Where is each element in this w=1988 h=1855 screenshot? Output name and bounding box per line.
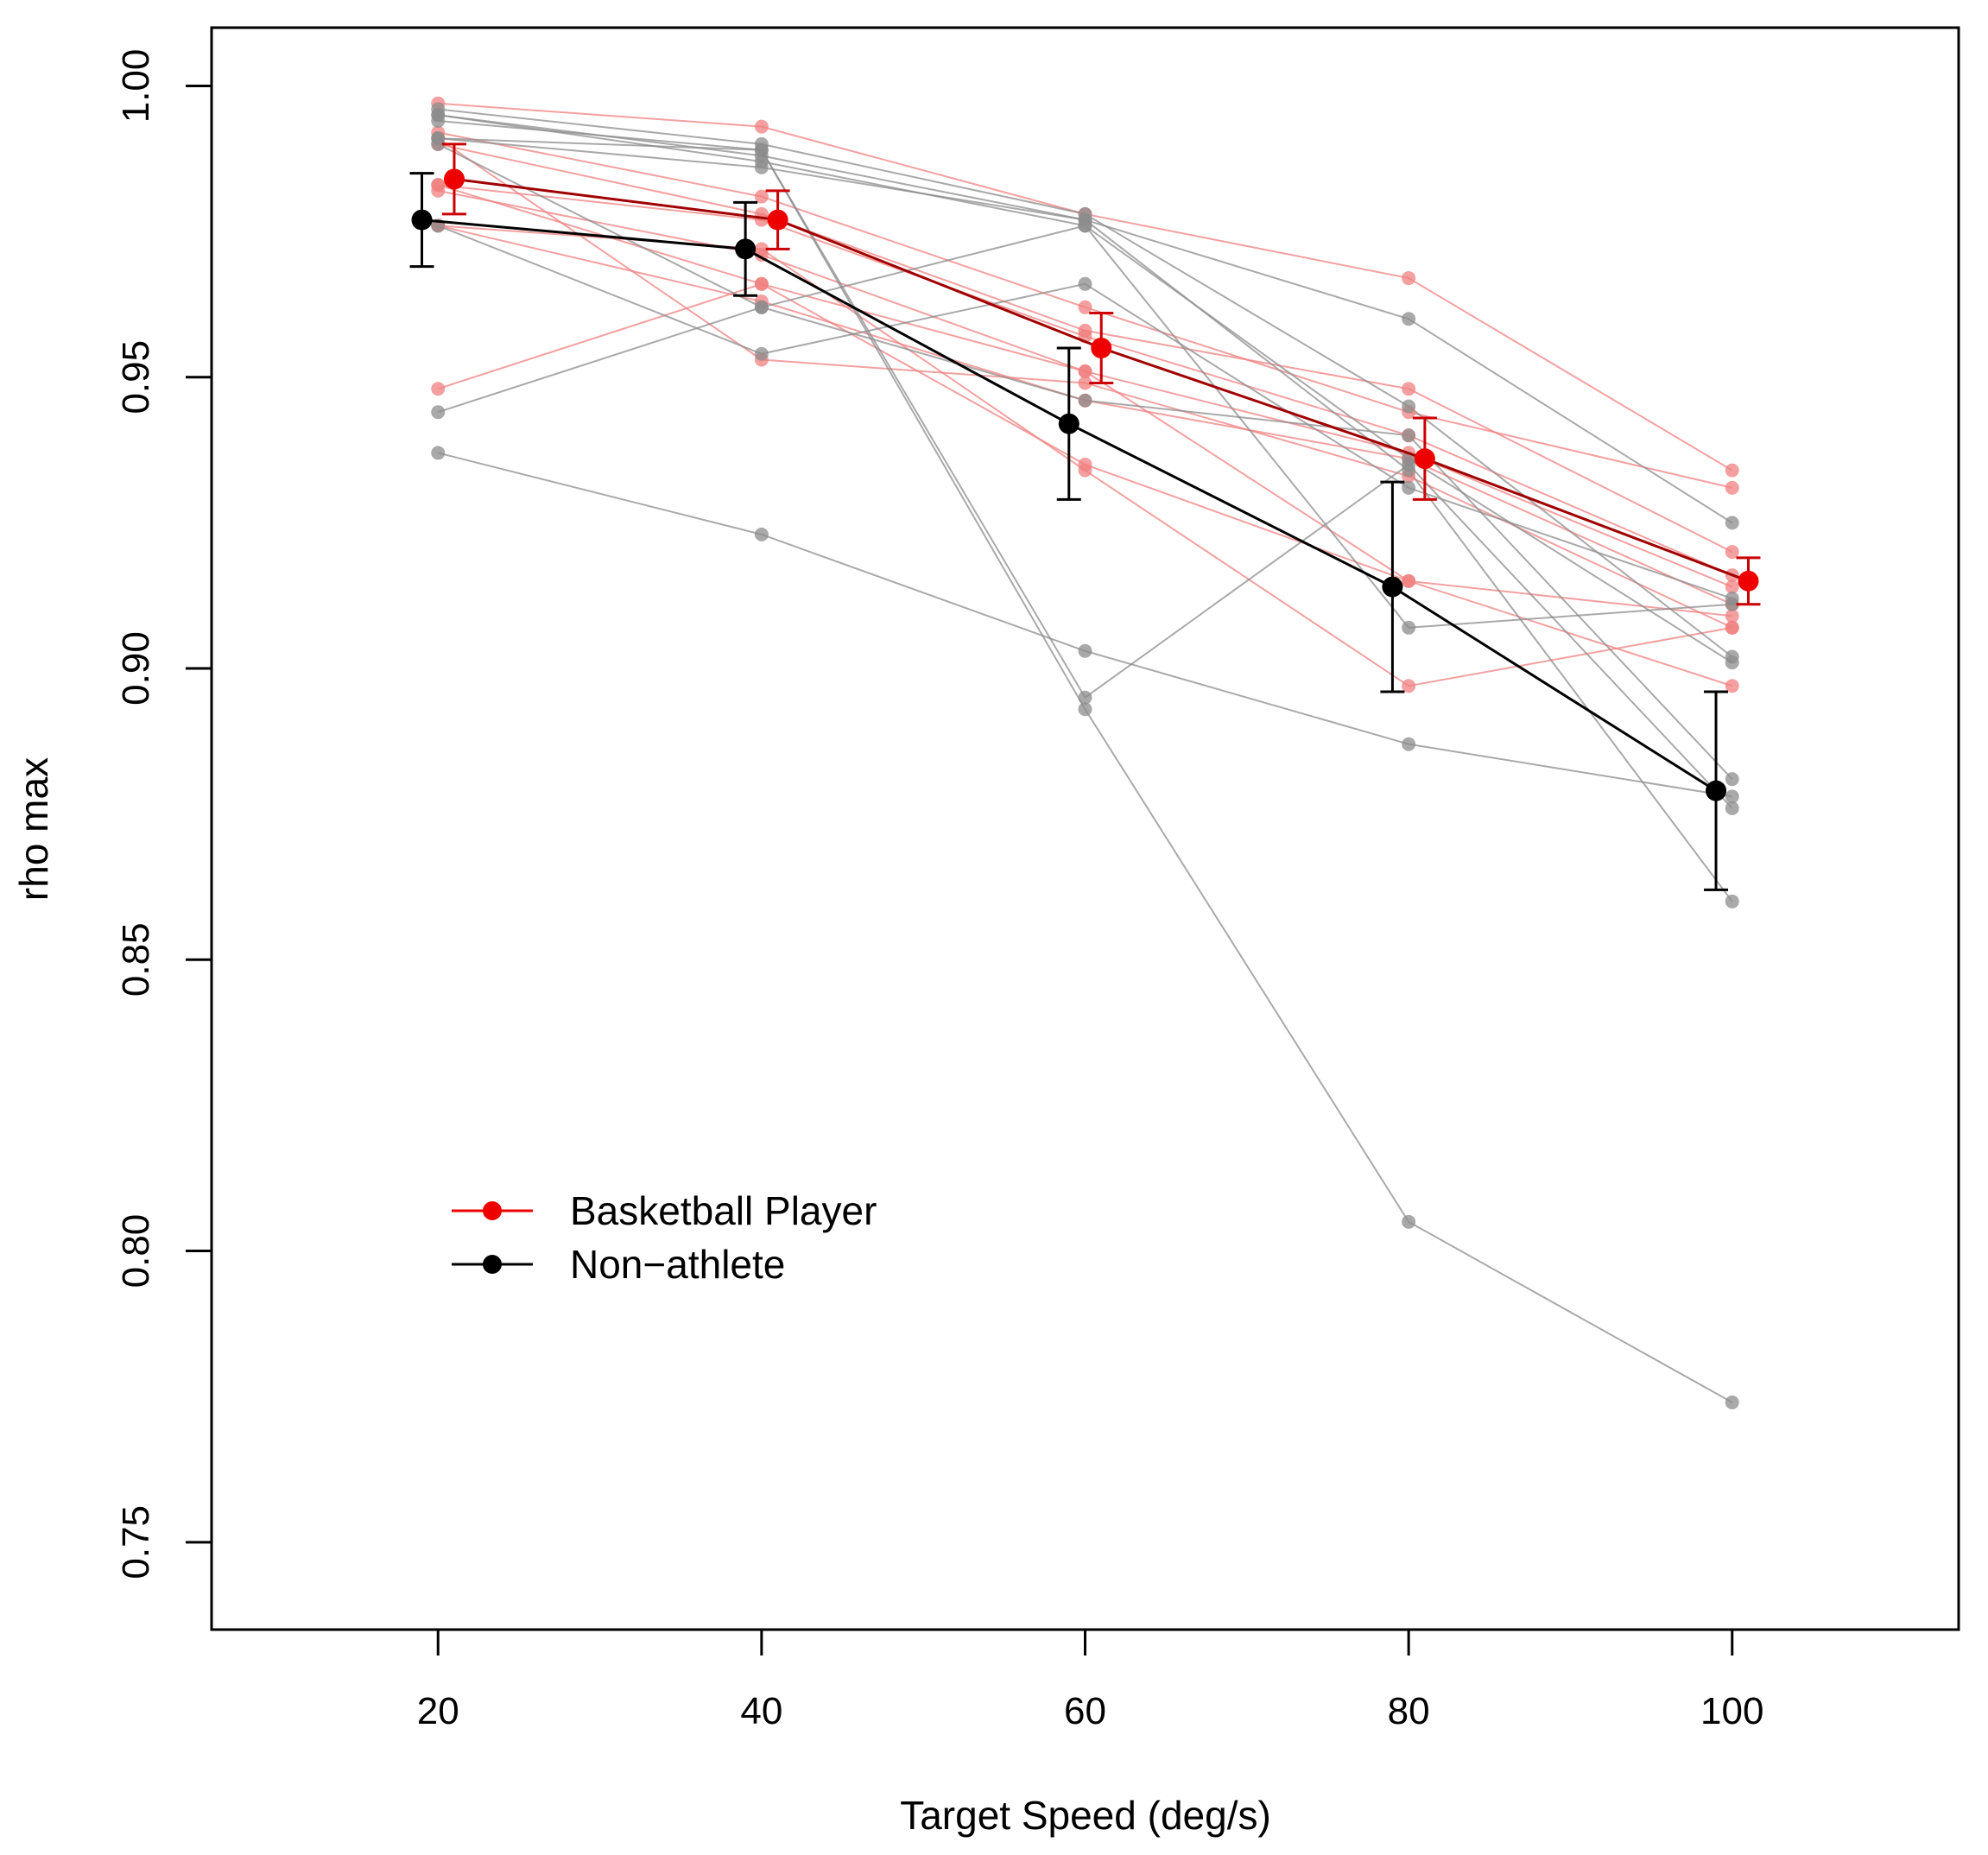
non-athlete-subject-point: [1725, 894, 1739, 909]
non-athlete-subject-point: [1078, 702, 1092, 717]
basketball-mean-point: [1091, 338, 1112, 358]
basketball-subject-point: [1725, 609, 1739, 624]
x-tick-label: 20: [417, 1690, 459, 1732]
basketball-subject-point: [1725, 463, 1739, 478]
basketball-subject-point: [431, 183, 446, 198]
non-athlete-subject-point: [1402, 312, 1416, 326]
non-athlete-subject-point: [754, 142, 769, 157]
non-athlete-subject-point: [431, 446, 446, 460]
legend: Basketball Player Non−athlete: [452, 1188, 877, 1287]
basketball-subject-point: [1402, 573, 1416, 588]
basketball-subject-point: [1725, 545, 1739, 560]
basketball-mean-point: [443, 168, 465, 190]
non-athlete-subject-point: [1078, 690, 1092, 705]
non-athlete-subject-point: [754, 527, 769, 541]
non-athlete-mean-point: [1706, 780, 1727, 801]
x-tick-label: 100: [1700, 1690, 1763, 1732]
basketball-subject-point: [1402, 679, 1416, 693]
non-athlete-subject-point: [1725, 772, 1739, 787]
non-athlete-subject-point: [1725, 1395, 1739, 1409]
individual-points: [431, 96, 1739, 1409]
non-athlete-subject-point: [754, 160, 769, 174]
basketball-subject-point: [1078, 376, 1092, 390]
non-athlete-subject-point: [1078, 276, 1092, 291]
non-athlete-subject-point: [431, 113, 446, 128]
non-athlete-subject-point: [1725, 789, 1739, 804]
non-athlete-subject-point: [1402, 457, 1416, 472]
legend-marker-basketball: [483, 1201, 502, 1220]
non-athlete-mean-point: [1058, 413, 1079, 434]
non-athlete-mean-point: [411, 209, 433, 231]
non-athlete-subject-point: [1402, 428, 1416, 443]
non-athlete-subject-point: [1402, 399, 1416, 414]
non-athlete-subject-point: [1078, 643, 1092, 658]
basketball-subject-point: [1402, 271, 1416, 286]
basketball-subject-point: [1402, 382, 1416, 396]
non-athlete-subject-point: [1725, 801, 1739, 815]
y-tick-label: 0.75: [115, 1505, 157, 1580]
x-axis: 20 40 60 80 100: [417, 1628, 1763, 1732]
basketball-subject-point: [754, 276, 769, 291]
non-athlete-subject-point: [1725, 655, 1739, 670]
non-athlete-subject-point: [754, 300, 769, 314]
y-tick-label: 0.85: [115, 922, 157, 997]
non-athlete-mean-point: [735, 238, 757, 260]
basketball-subject-point: [431, 382, 446, 396]
y-tick-label: 0.80: [115, 1214, 157, 1288]
non-athlete-mean-point: [1382, 576, 1403, 598]
non-athlete-subject-point: [431, 131, 446, 146]
non-athlete-subject-point: [1402, 480, 1416, 495]
non-athlete-subject-point: [1402, 620, 1416, 635]
y-axis: 0.75 0.80 0.85 0.90 0.95 1.00: [115, 49, 213, 1580]
basketball-subject-point: [754, 189, 769, 204]
x-tick-label: 80: [1388, 1690, 1430, 1732]
basketball-subject-point: [1078, 300, 1092, 314]
x-tick-label: 60: [1064, 1690, 1106, 1732]
basketball-subject-point: [1078, 463, 1092, 478]
basketball-subject-point: [754, 212, 769, 227]
legend-label-basketball: Basketball Player: [570, 1188, 877, 1233]
non-athlete-subject-point: [754, 346, 769, 361]
y-tick-label: 0.95: [115, 340, 157, 415]
y-axis-title: rho max: [11, 757, 56, 901]
mean-points: [411, 168, 1759, 801]
y-tick-label: 1.00: [115, 49, 157, 123]
basketball-subject-point: [754, 119, 769, 134]
non-athlete-subject-point: [1078, 218, 1092, 233]
basketball-subject-point: [1078, 364, 1092, 378]
non-athlete-subject-point: [431, 405, 446, 420]
legend-marker-non-athlete: [483, 1255, 502, 1274]
x-axis-title: Target Speed (deg/s): [900, 1793, 1271, 1838]
basketball-mean-point: [1414, 448, 1435, 470]
non-athlete-subject-point: [1725, 516, 1739, 530]
basketball-mean-point: [1738, 570, 1759, 592]
basketball-subject-point: [1725, 579, 1739, 594]
non-athlete-subject-point: [1402, 737, 1416, 751]
basketball-subject-point: [1725, 679, 1739, 693]
y-tick-label: 0.90: [115, 631, 157, 706]
basketball-subject-point: [1725, 480, 1739, 495]
non-athlete-subject-point: [1078, 393, 1092, 408]
non-athlete-subject-point: [1402, 1214, 1416, 1229]
non-athlete-subject-point: [1725, 597, 1739, 611]
basketball-subject-point: [1725, 620, 1739, 635]
basketball-mean-point: [767, 209, 788, 231]
x-tick-label: 40: [740, 1690, 782, 1732]
legend-label-non-athlete: Non−athlete: [570, 1242, 785, 1287]
